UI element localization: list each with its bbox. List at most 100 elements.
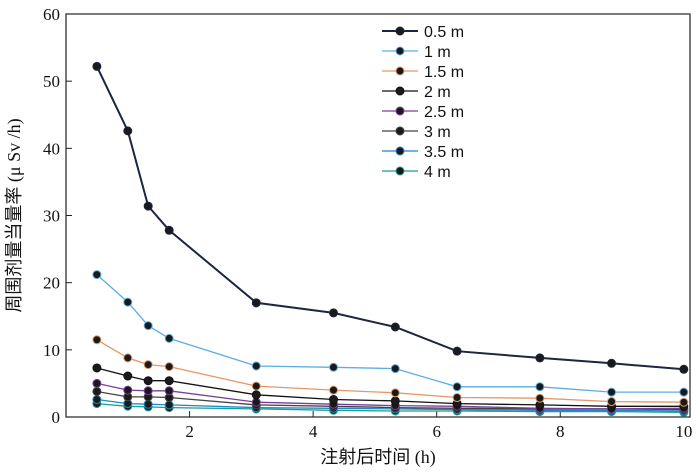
data-point [143, 399, 153, 409]
series-0.5m [92, 61, 689, 374]
data-point [390, 396, 400, 406]
data-point [329, 308, 339, 318]
legend-label: 0.5 m [424, 24, 464, 41]
plot-border [65, 13, 691, 418]
y-tick-label: 60 [43, 5, 60, 24]
data-point [251, 390, 261, 400]
legend-label: 3.5 m [424, 144, 464, 161]
data-point [92, 363, 102, 373]
data-point [607, 387, 617, 397]
y-tick-label: 40 [43, 139, 60, 158]
legend-marker [395, 166, 405, 176]
legend-marker [395, 146, 405, 156]
data-point [123, 126, 133, 136]
data-point [452, 393, 462, 403]
data-point [251, 397, 261, 407]
data-point [164, 376, 174, 386]
data-point [92, 395, 102, 405]
legend-label: 1.5 m [424, 64, 464, 81]
series-1.5m [92, 335, 689, 407]
series-2m [92, 363, 689, 411]
x-tick-label: 6 [432, 422, 441, 441]
series-line [95, 65, 684, 371]
data-point [679, 387, 689, 397]
data-point [390, 388, 400, 398]
legend-marker [395, 106, 405, 116]
legend-label: 1 m [424, 44, 451, 61]
legend-item: 3 m [382, 124, 451, 141]
data-point [607, 397, 617, 407]
data-point [329, 395, 339, 405]
data-point [329, 385, 339, 395]
data-point [143, 201, 153, 211]
x-axis-title: 注射后时间 (h) [320, 447, 436, 468]
legend-marker [395, 26, 405, 36]
legend-marker [395, 46, 405, 56]
data-point [123, 297, 133, 307]
y-axis: 0 10 20 30 40 50 60 [43, 5, 72, 427]
legend-label: 2 m [424, 84, 451, 101]
legend-item: 1.5 m [382, 64, 464, 81]
legend-marker [395, 86, 405, 96]
data-point [679, 364, 689, 374]
data-point [123, 371, 133, 381]
data-point [452, 346, 462, 356]
y-axis-title: 周围剂量当量率 (μ Sv /h) [4, 118, 25, 312]
data-point [251, 298, 261, 308]
data-point [164, 386, 174, 396]
plot-frame [65, 13, 691, 418]
y-tick-label: 0 [52, 408, 61, 427]
data-point [251, 361, 261, 371]
series-line [96, 274, 684, 393]
legend-label: 2.5 m [424, 104, 464, 121]
data-point [92, 270, 102, 280]
data-point [390, 364, 400, 374]
series-layer [92, 61, 689, 417]
y-tick-label: 20 [43, 274, 60, 293]
y-tick-label: 30 [43, 207, 60, 226]
legend-item: 2 m [382, 84, 451, 101]
data-point [164, 400, 174, 410]
data-point [535, 382, 545, 392]
x-tick-label: 4 [309, 422, 318, 441]
legend-item: 0.5 m [382, 24, 464, 41]
data-point [92, 378, 102, 388]
data-point [535, 353, 545, 363]
x-tick-label: 10 [675, 422, 692, 441]
legend-marker [395, 66, 405, 76]
data-point [607, 358, 617, 368]
legend: 0.5 m 1 m 1.5 m 2 m 2.5 m 3 m 3.5 m 4 m [382, 24, 464, 181]
data-point [164, 225, 174, 235]
legend-item: 4 m [382, 164, 451, 181]
x-tick-label: 8 [556, 422, 565, 441]
data-point [143, 360, 153, 370]
data-point [164, 362, 174, 372]
data-point [92, 335, 102, 345]
series-1m [92, 270, 689, 397]
legend-marker [395, 126, 405, 136]
y-tick-label: 10 [43, 341, 60, 360]
data-point [143, 386, 153, 396]
y-tick-label: 50 [43, 72, 60, 91]
data-point [92, 61, 102, 71]
legend-label: 4 m [424, 164, 451, 181]
legend-item: 2.5 m [382, 104, 464, 121]
data-point [143, 376, 153, 386]
data-point [329, 362, 339, 372]
data-point [92, 386, 102, 396]
data-point [123, 353, 133, 363]
data-point [123, 385, 133, 395]
data-point [251, 381, 261, 391]
legend-item: 1 m [382, 44, 451, 61]
data-point [390, 322, 400, 332]
legend-label: 3 m [424, 124, 451, 141]
data-point [535, 393, 545, 403]
x-tick-label: 2 [185, 422, 194, 441]
data-point [452, 382, 462, 392]
data-point [143, 321, 153, 331]
data-point [164, 333, 174, 343]
data-point [679, 397, 689, 407]
legend-item: 3.5 m [382, 144, 464, 161]
x-axis: 2 4 6 8 10 [185, 411, 692, 441]
